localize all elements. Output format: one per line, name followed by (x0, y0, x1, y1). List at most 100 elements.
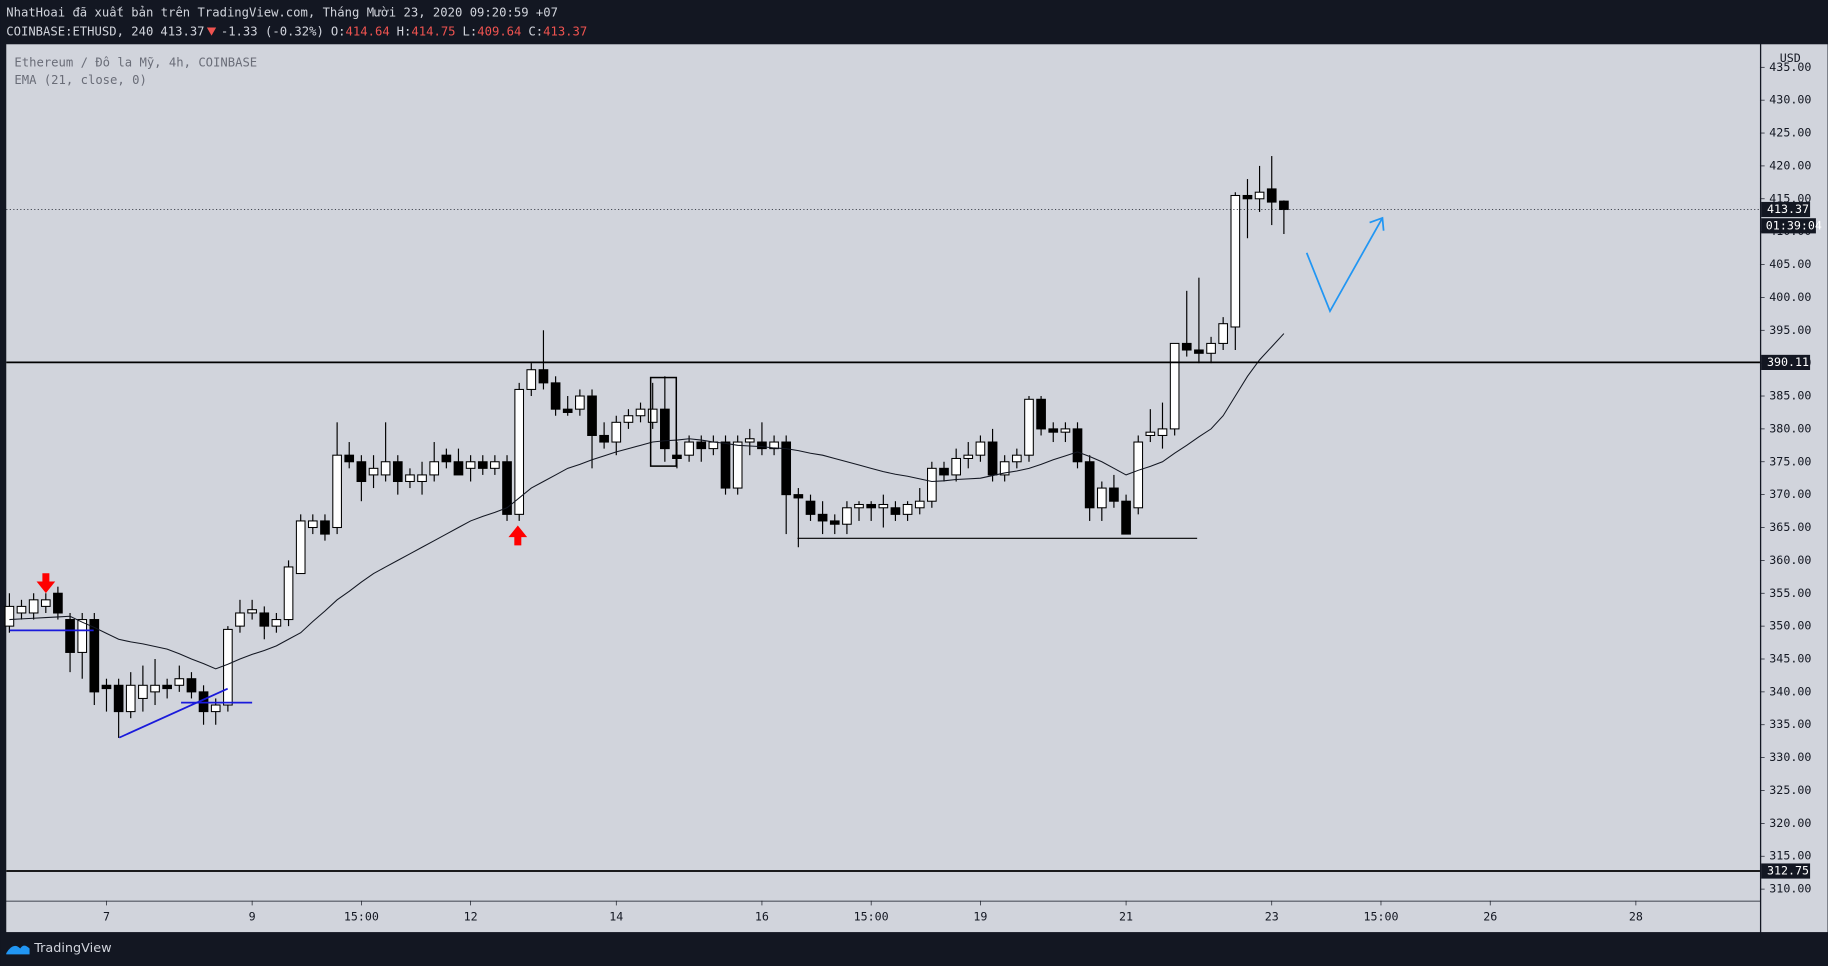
candle-body (526, 369, 537, 390)
y-tick-label: 430.00 (1769, 93, 1811, 107)
candle-body (1206, 342, 1216, 354)
x-tick-label: 15:00 (854, 910, 889, 924)
ohlc-label: O: (331, 24, 346, 38)
indicator-label: EMA (21, close, 0) (14, 73, 146, 87)
candle-body (550, 382, 561, 410)
candle-body (708, 441, 719, 450)
x-tick-label: 19 (973, 910, 987, 924)
candle-body (259, 612, 270, 627)
candle-body (235, 612, 245, 627)
candle-body (1169, 342, 1180, 430)
x-tick-label: 7 (103, 910, 110, 924)
candle-body (720, 441, 731, 489)
candle-body (575, 395, 585, 410)
candle-body (417, 474, 427, 483)
y-tick-label: 335.00 (1769, 717, 1811, 731)
candle-body (490, 461, 500, 469)
last-price-label: 413.37 (1767, 202, 1809, 216)
y-tick-label: 435.00 (1769, 60, 1811, 74)
drawing-path (1305, 217, 1384, 314)
candle-body (878, 503, 889, 509)
candle-body (1133, 441, 1144, 509)
y-tick-label: 360.00 (1769, 553, 1811, 567)
candle-body (951, 457, 962, 476)
candle-body (1242, 194, 1253, 200)
candle-body (975, 441, 986, 456)
price-axis (1761, 44, 1828, 933)
candle-body (271, 619, 282, 627)
candle-body (1230, 194, 1241, 328)
x-tick-label: 9 (249, 910, 256, 924)
red-arrow (508, 525, 528, 546)
red-arrow (36, 573, 56, 594)
y-tick-label: 340.00 (1769, 684, 1811, 698)
drawing-rect (649, 376, 678, 467)
candle-body (28, 599, 39, 614)
y-tick-label: 320.00 (1769, 816, 1811, 830)
candle-body (16, 605, 27, 614)
candle-body (1266, 188, 1277, 203)
candle-body (1254, 191, 1265, 200)
candle-body (502, 461, 512, 515)
candle-body (660, 408, 670, 450)
candle-body (890, 507, 901, 515)
candle-body (283, 566, 294, 621)
candle-body (1194, 349, 1204, 354)
y-tick-label: 385.00 (1769, 389, 1811, 403)
candle-body (757, 441, 767, 450)
x-tick-label: 23 (1265, 910, 1279, 924)
candle-body (1279, 200, 1289, 211)
candle-body (829, 520, 840, 525)
candle-body (53, 592, 63, 614)
candle-body (174, 678, 185, 686)
candle-body (987, 441, 998, 476)
price-label-box (1761, 201, 1811, 218)
x-tick-label: 16 (755, 910, 769, 924)
currency: USD (1780, 51, 1801, 65)
price-label: 312.75 (1767, 864, 1809, 878)
candle-body (1011, 454, 1022, 463)
x-tick-label: 14 (609, 910, 623, 924)
candle-body (307, 520, 318, 529)
y-tick-label: 365.00 (1769, 520, 1811, 534)
candle-body (1109, 487, 1119, 502)
symbol: COINBASE:ETHUSD, 240 (6, 24, 153, 38)
candle-body (1072, 428, 1083, 463)
candle-body (1096, 487, 1107, 509)
candle-body (1121, 500, 1131, 535)
candle-body (150, 684, 160, 693)
candle-body (817, 513, 828, 522)
candle-body (562, 408, 573, 413)
ohlc-label: H: (397, 24, 412, 38)
candle-body (162, 684, 172, 690)
candle-body (1024, 398, 1034, 456)
candle-body (344, 454, 355, 463)
candle-body (210, 704, 221, 713)
price-label-box (1761, 354, 1811, 370)
candle-body (247, 609, 257, 614)
y-tick-label: 325.00 (1769, 783, 1811, 797)
y-tick-label: 420.00 (1769, 158, 1811, 172)
candle-body (744, 438, 755, 443)
header-quote: COINBASE:ETHUSD, 240 413.37 -1.33 (-0.32%)… (6, 24, 587, 38)
candle-body (914, 500, 925, 509)
candle-body (635, 408, 646, 417)
candle-body (647, 408, 658, 423)
header-line: NhatHoai đã xuất bản trên TradingView.co… (6, 5, 558, 19)
drawing-arrowhead (1369, 216, 1385, 231)
y-tick-label: 355.00 (1769, 586, 1811, 600)
overlay: 310.00 315.00 320.00 325.00 330.00 335.00 340.… (6, 60, 1822, 924)
candle-body (405, 474, 415, 483)
candle-body (65, 619, 75, 653)
candle-body (793, 494, 804, 499)
drawing-line (118, 687, 229, 739)
candle-body (4, 605, 15, 627)
last: 413.37 (160, 24, 204, 38)
y-tick-label: 350.00 (1769, 619, 1811, 633)
plot-area (6, 44, 1760, 901)
candle-body (538, 369, 549, 384)
candle-body (623, 415, 634, 423)
candle-body (684, 441, 694, 456)
x-tick-label: 12 (464, 910, 478, 924)
